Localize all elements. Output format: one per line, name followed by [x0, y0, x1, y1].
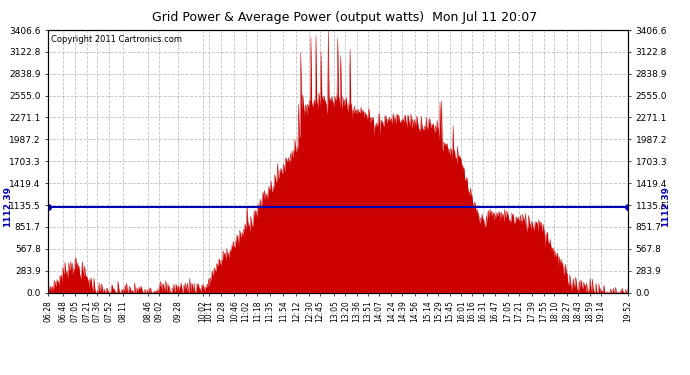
Text: Grid Power & Average Power (output watts)  Mon Jul 11 20:07: Grid Power & Average Power (output watts… — [152, 11, 538, 24]
Text: 1112.39: 1112.39 — [661, 186, 670, 227]
Text: Copyright 2011 Cartronics.com: Copyright 2011 Cartronics.com — [51, 35, 182, 44]
Text: 1112.39: 1112.39 — [3, 186, 12, 227]
